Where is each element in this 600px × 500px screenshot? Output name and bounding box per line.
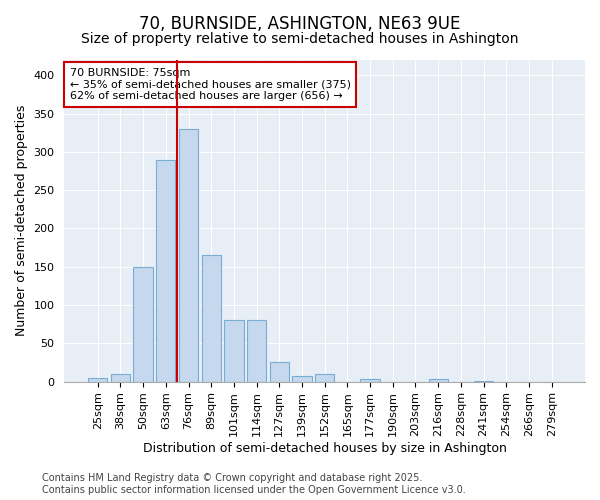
Bar [156, 160, 175, 382]
Bar [474, 381, 493, 382]
Text: Size of property relative to semi-detached houses in Ashington: Size of property relative to semi-detach… [81, 32, 519, 46]
Text: Contains HM Land Registry data © Crown copyright and database right 2025.
Contai: Contains HM Land Registry data © Crown c… [42, 474, 466, 495]
Bar [269, 362, 289, 382]
X-axis label: Distribution of semi-detached houses by size in Ashington: Distribution of semi-detached houses by … [143, 442, 506, 455]
Bar [111, 374, 130, 382]
Text: 70 BURNSIDE: 75sqm
← 35% of semi-detached houses are smaller (375)
62% of semi-d: 70 BURNSIDE: 75sqm ← 35% of semi-detache… [70, 68, 350, 101]
Bar [247, 320, 266, 382]
Bar [202, 256, 221, 382]
Text: 70, BURNSIDE, ASHINGTON, NE63 9UE: 70, BURNSIDE, ASHINGTON, NE63 9UE [139, 15, 461, 33]
Bar [179, 129, 198, 382]
Y-axis label: Number of semi-detached properties: Number of semi-detached properties [15, 105, 28, 336]
Bar [315, 374, 334, 382]
Bar [133, 266, 153, 382]
Bar [224, 320, 244, 382]
Bar [361, 380, 380, 382]
Bar [88, 378, 107, 382]
Bar [292, 376, 311, 382]
Bar [428, 380, 448, 382]
